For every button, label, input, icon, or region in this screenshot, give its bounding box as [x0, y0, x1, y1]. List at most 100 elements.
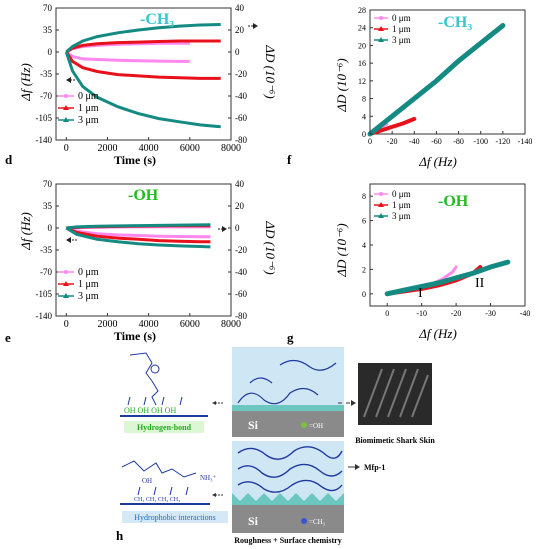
series-line — [65, 51, 221, 80]
y-tick-label-right: 40 — [235, 179, 245, 189]
x-tick-label: 2000 — [97, 319, 117, 330]
shark-skin-caption: Biomimetic Shark Skin — [355, 436, 435, 445]
x-tick-label: 6000 — [180, 319, 200, 330]
legend-label: 3 μm — [78, 291, 99, 302]
chart-title: -OH — [128, 187, 159, 204]
series-line — [65, 226, 211, 249]
y-axis-label-right: ΔD (10⁻⁶) — [263, 44, 275, 98]
chart-oh-df-dd: 0 -10 -20 -30 -40 0 2 4 6 8 -OH Δf (Hz) ΔD (10⁻⁶)… — [334, 183, 530, 341]
tick-labels: 0 2000 4000 6000 8000 70 35 0 -35 -70 -105 -140 40 20… — [36, 179, 248, 330]
legend-marker — [378, 213, 384, 218]
series-line — [65, 50, 190, 63]
series-points — [384, 259, 511, 297]
shark-skin-ridges — [363, 368, 429, 418]
hydrogen-bond-label-bg — [124, 421, 204, 433]
series-line — [368, 116, 417, 136]
series-lines — [64, 23, 221, 129]
polymer-chains — [237, 446, 343, 493]
legend: 0 μm1 μm3 μm — [58, 267, 99, 302]
arrow-head — [355, 464, 360, 470]
panel-label-d: d — [5, 152, 13, 167]
y-tick-label-right: 0 — [235, 47, 240, 57]
y-tick-label: 6 — [362, 217, 366, 226]
legend-marker — [378, 26, 384, 31]
legend-label: 1 μm — [78, 103, 99, 114]
x-axis-label: Δf (Hz) — [418, 154, 457, 169]
y-tick-label: 0 — [362, 290, 366, 299]
hydroxyl-groups: OH OH OH OH — [124, 406, 176, 415]
si-label: Si — [248, 514, 259, 528]
arrow-head — [66, 237, 71, 243]
legend-marker — [63, 281, 69, 286]
x-tick-label: 6000 — [180, 143, 200, 154]
y-tick-label-right: -60 — [235, 113, 247, 123]
legend-marker — [64, 94, 68, 98]
x-tick-label: -120 — [496, 137, 511, 146]
legend-marker — [63, 293, 69, 298]
y-tick-label: 20 — [358, 41, 366, 50]
series-line — [64, 51, 221, 129]
hydrophobic-label: Hydrophobic interactions — [134, 513, 216, 522]
chart-title: -OH — [438, 193, 469, 210]
polymer-chain — [237, 359, 337, 405]
y-tick-label-left: 35 — [43, 25, 53, 35]
y-tick-label: 0 — [362, 130, 366, 139]
legend-marker — [63, 105, 69, 110]
silicon-substrate — [232, 411, 344, 437]
y-tick-label-right: -60 — [235, 289, 247, 299]
legend-label: 3 μm — [78, 115, 99, 126]
legend-label: 0 μm — [78, 267, 99, 278]
y-axis-label: ΔD (10⁻⁶) — [334, 223, 349, 277]
hydrophobic-label-bg — [122, 511, 228, 523]
tick-labels: 0 -10 -20 -30 -40 0 2 4 6 8 — [362, 192, 530, 318]
arrow-head — [66, 77, 71, 83]
y-tick-label-right: 20 — [235, 201, 245, 211]
y-tick-label: 16 — [358, 59, 366, 68]
x-axis-label: Time (s) — [114, 153, 156, 167]
legend-label: 3 μm — [392, 35, 411, 45]
legend-label: 1 μm — [392, 200, 411, 210]
legend-marker — [379, 192, 383, 196]
ch3-dot-icon — [301, 518, 307, 524]
surface-line — [120, 503, 210, 505]
legend-label: 0 μm — [392, 189, 411, 199]
x-tick-label: 4000 — [139, 143, 159, 154]
bottom-caption: Roughness + Surface chemistry — [234, 536, 341, 545]
y-tick-label: 24 — [358, 24, 366, 33]
tick-labels: 0 2000 4000 6000 8000 70 35 0 -35 -70 -105 -140 40 20… — [36, 3, 248, 154]
x-axis-label: Time (s) — [114, 329, 156, 343]
mfp-label: Mfp-1 — [364, 463, 385, 472]
y-tick-label-right: -40 — [235, 91, 247, 101]
y-tick-label-left: -140 — [36, 135, 53, 145]
y-tick-label-left: 70 — [43, 3, 53, 13]
x-tick-label: 0 — [64, 143, 69, 154]
y-tick-label-right: -20 — [235, 245, 247, 255]
y-axis-label: ΔD (10⁻⁶) — [334, 58, 349, 112]
x-tick-label: 8000 — [221, 319, 241, 330]
arrow-head — [253, 23, 258, 29]
y-tick-label-left: -105 — [36, 289, 53, 299]
surface-line — [120, 415, 208, 417]
legend-label: 1 μm — [78, 279, 99, 290]
annotation-I: I — [418, 286, 423, 301]
chart-title: -CH₃ — [438, 14, 472, 31]
x-tick-label: -60 — [431, 137, 442, 146]
legend-label: 0 μm — [392, 13, 411, 23]
legend-marker — [63, 117, 69, 122]
legend: 0 μm1 μm3 μm — [58, 91, 99, 126]
y-tick-label: 4 — [362, 112, 366, 121]
si-label: Si — [248, 418, 259, 432]
panel-label-h: h — [116, 528, 124, 543]
y-tick-label-right: 0 — [235, 223, 240, 233]
y-axis-label-right: ΔD (10⁻⁶) — [263, 220, 275, 274]
y-tick-label: 8 — [362, 192, 366, 201]
hydrogen-bond-molecule — [127, 352, 183, 406]
arrow-head — [212, 493, 216, 497]
y-tick-label: 28 — [358, 6, 366, 15]
legend-label: 0 μm — [78, 91, 99, 102]
arrow-head — [351, 400, 356, 406]
chart-ch3-time: 0 2000 4000 6000 8000 70 35 0 -35 -70 -105 -140 40 20… — [18, 3, 275, 167]
y-tick-label-left: 0 — [48, 223, 53, 233]
y-tick-label-left: -140 — [36, 311, 53, 321]
legend: 0 μm1 μm3 μm — [374, 189, 411, 221]
